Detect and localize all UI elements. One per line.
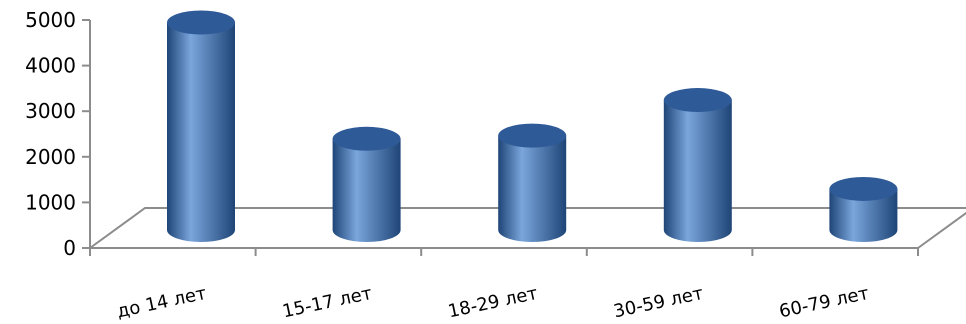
x-tick-label: 18-29 лет bbox=[446, 283, 539, 322]
bar-body bbox=[498, 135, 567, 242]
bars bbox=[167, 10, 898, 243]
bar-body bbox=[829, 188, 898, 243]
bar bbox=[167, 10, 235, 242]
y-tick-label: 1000 bbox=[25, 190, 76, 214]
chart-axes bbox=[82, 19, 919, 256]
bar-top bbox=[498, 123, 567, 148]
axis-labels: 0 1000 2000 3000 4000 5000 до 14 лет 15-17 лет 1… bbox=[25, 8, 871, 322]
bar-top bbox=[663, 88, 732, 113]
x-tick-label: 30-59 лет bbox=[612, 283, 705, 322]
y-tick-label: 5000 bbox=[25, 8, 76, 32]
bar-top bbox=[167, 10, 235, 35]
bar bbox=[663, 88, 732, 243]
bar-body bbox=[332, 138, 401, 243]
y-tick-label: 4000 bbox=[25, 54, 76, 78]
bar bbox=[829, 176, 898, 243]
y-tick-label: 0 bbox=[63, 236, 76, 260]
bar-top bbox=[829, 176, 898, 201]
bar-body bbox=[663, 100, 732, 243]
x-tick-label: 15-17 лет bbox=[281, 283, 374, 322]
x-tick-label: 60-79 лет bbox=[777, 283, 870, 322]
bar-body bbox=[167, 22, 235, 242]
bar bbox=[498, 123, 567, 242]
y-tick-label: 2000 bbox=[25, 145, 76, 169]
floor-right-edge bbox=[917, 211, 966, 249]
y-tick-label: 3000 bbox=[25, 99, 76, 123]
bar-top bbox=[332, 126, 401, 151]
bar bbox=[332, 126, 401, 243]
x-tick-label: до 14 лет bbox=[115, 283, 208, 322]
